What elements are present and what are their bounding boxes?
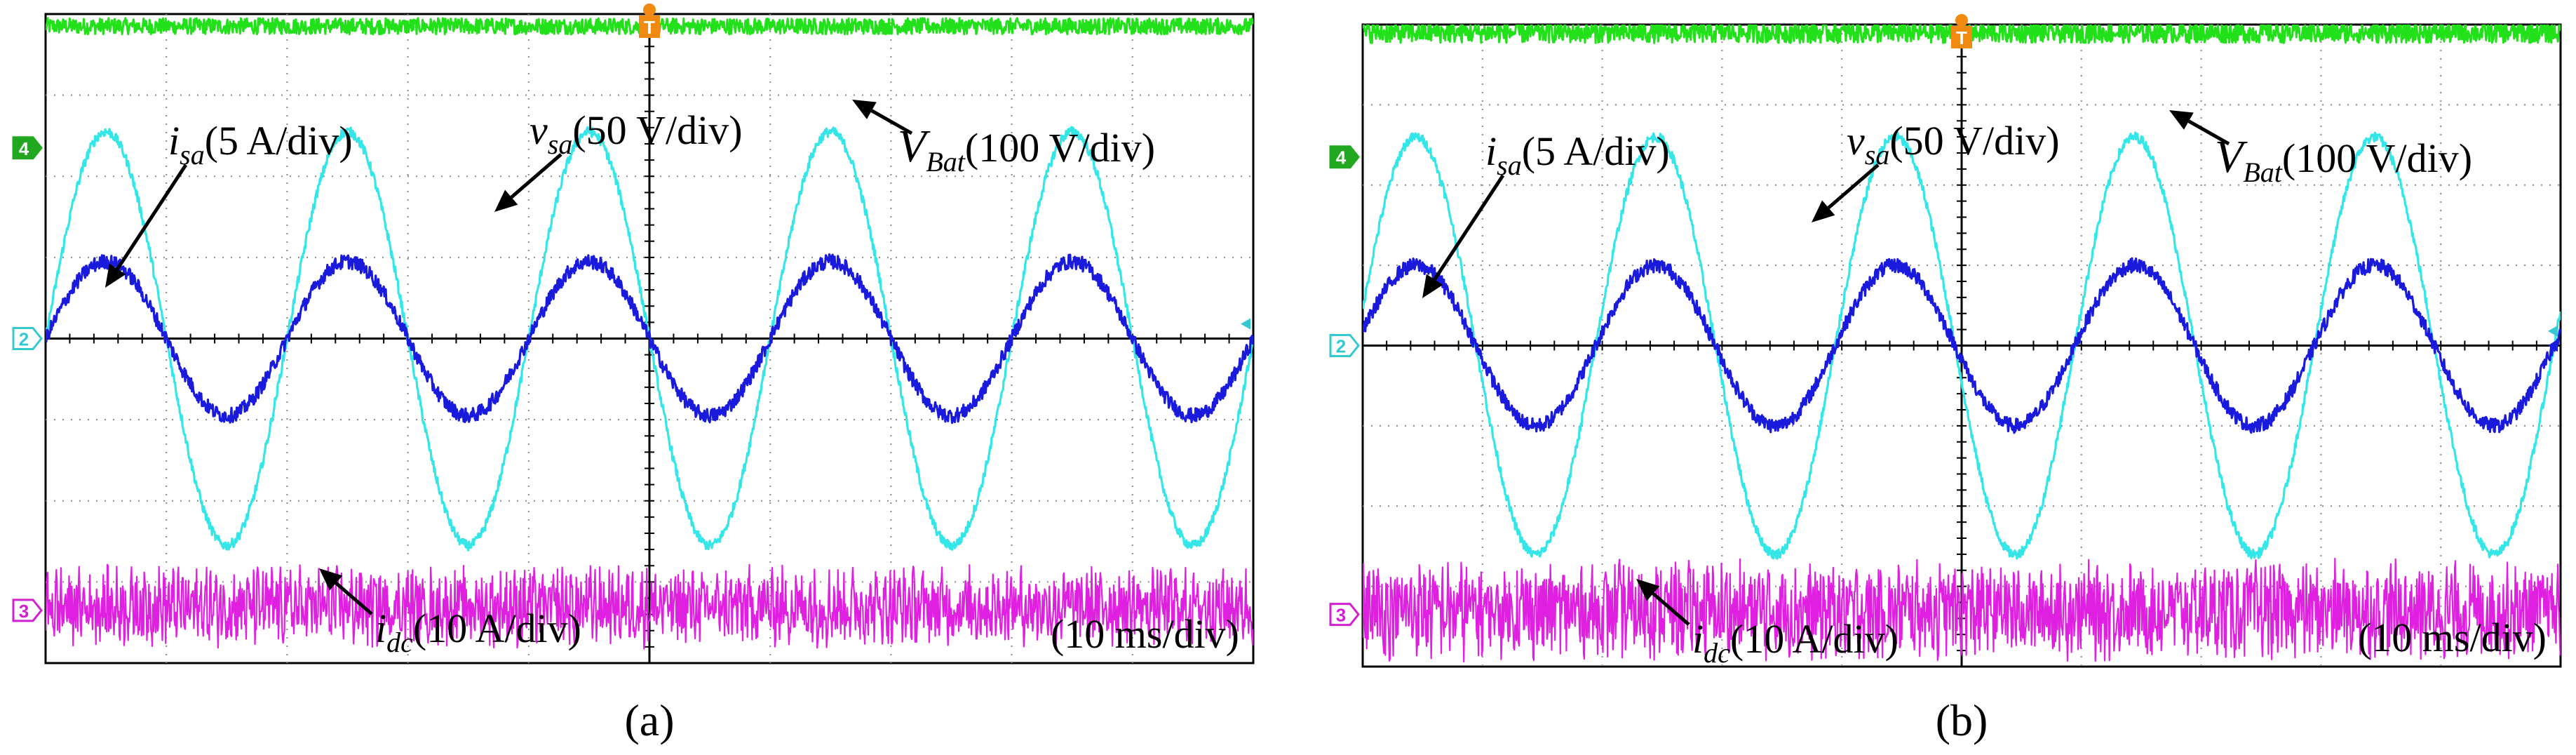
annotation-arrow-shaft xyxy=(116,163,188,270)
time-scale-label: (10 ms/div) xyxy=(2358,615,2547,660)
channel-marker-4: 4 xyxy=(12,136,43,160)
axis-ticks xyxy=(1362,24,2561,667)
channel-marker-shape xyxy=(1329,334,1360,357)
channel-marker-2: 2 xyxy=(12,327,43,350)
annotation-arrow-head xyxy=(105,263,126,288)
label-v-bat: VBat(100 V/div) xyxy=(852,100,1155,178)
annotation-arrow-head xyxy=(2169,110,2194,130)
channel-marker-2: 2 xyxy=(1329,334,1360,357)
annotation-arrow-head xyxy=(319,568,343,591)
annotation-arrow-shaft xyxy=(1433,174,1505,281)
series-subscript: Bat xyxy=(2243,156,2282,188)
channel-marker-label: 3 xyxy=(19,601,29,622)
channel-marker-3: 3 xyxy=(12,599,43,622)
annotation-arrow-shaft xyxy=(2187,119,2230,146)
channel-marker-shape xyxy=(12,136,43,160)
channel-marker-label: 4 xyxy=(19,138,29,159)
series-subscript: Bat xyxy=(926,146,965,178)
channel-marker-label: 2 xyxy=(19,329,29,350)
trigger-dot xyxy=(643,4,656,16)
trigger-label: T xyxy=(1956,27,1967,48)
channel-marker-shape xyxy=(1329,145,1360,169)
series-label: VBat(100 V/div) xyxy=(898,121,1155,178)
series-scale: (5 A/div) xyxy=(1522,128,1670,174)
arrow-icon xyxy=(1241,318,1250,330)
annotation-arrow-head xyxy=(852,100,877,119)
label-v-bat: VBat(100 V/div) xyxy=(2169,110,2472,188)
series-scale: (10 A/div) xyxy=(413,606,581,651)
series-label: vsa(50 V/div) xyxy=(530,107,743,160)
channel-marker-label: 4 xyxy=(1336,147,1347,168)
channel-marker-label: 2 xyxy=(1336,336,1346,357)
trace-i-sa xyxy=(46,253,1253,425)
series-scale: (100 V/div) xyxy=(2282,135,2472,181)
trigger-marker: T xyxy=(639,4,660,38)
trigger-box xyxy=(1951,26,1972,48)
annotation-arrow-head xyxy=(494,189,518,212)
series-symbol: i xyxy=(168,118,180,163)
label-i-dc: idc(10 A/div) xyxy=(319,568,581,658)
annotation-arrow-shaft xyxy=(510,153,562,199)
series-label: isa(5 A/div) xyxy=(1485,128,1670,181)
series-symbol: i xyxy=(1485,128,1497,174)
channel-marker-shape xyxy=(12,327,43,350)
series-label: vsa(50 V/div) xyxy=(1847,118,2060,171)
trigger-marker: T xyxy=(1951,14,1972,48)
annotation-arrow-head xyxy=(1636,579,1660,601)
trace-i-sa xyxy=(1363,257,2561,434)
panel-label-b: (b) xyxy=(1936,695,1988,745)
label-i-sa: isa(5 A/div) xyxy=(105,118,353,288)
channel-marker-label: 3 xyxy=(1336,605,1346,626)
channel-marker-4: 4 xyxy=(1329,145,1360,169)
series-scale: (5 A/div) xyxy=(205,118,353,163)
series-label: idc(10 A/div) xyxy=(375,606,581,658)
trace-v-sa xyxy=(1363,131,2561,560)
series-label: VBat(100 V/div) xyxy=(2215,131,2472,188)
trigger-label: T xyxy=(644,17,655,38)
series-symbol: i xyxy=(375,606,386,651)
series-scale: (10 A/div) xyxy=(1730,616,1899,662)
label-i-dc: idc(10 A/div) xyxy=(1636,579,1899,669)
label-v-sa: vsa(50 V/div) xyxy=(494,107,743,212)
annotation-arrow-shaft xyxy=(1827,163,1880,209)
annotation-arrow-head xyxy=(1422,274,1443,298)
channel-marker-shape xyxy=(12,599,43,622)
series-scale: (50 V/div) xyxy=(572,107,742,153)
arrow-icon xyxy=(2548,325,2558,337)
series-scale: (50 V/div) xyxy=(1889,118,2059,163)
trace-i-dc xyxy=(46,563,1253,650)
annotation-arrow-shaft xyxy=(335,582,373,615)
series-label: idc(10 A/div) xyxy=(1692,616,1899,669)
annotation-arrow-shaft xyxy=(870,109,913,135)
time-scale-label: (10 ms/div) xyxy=(1051,611,1239,657)
series-subscript: dc xyxy=(1704,637,1730,669)
trigger-dot xyxy=(1955,14,1968,27)
channel-marker-shape xyxy=(1329,603,1360,627)
trigger-box xyxy=(639,15,660,38)
annotation-arrow-head xyxy=(1812,200,1835,222)
series-symbol: v xyxy=(530,107,548,153)
series-symbol: v xyxy=(1847,118,1865,163)
series-scale: (100 V/div) xyxy=(965,125,1155,171)
trace-i-dc xyxy=(1363,557,2561,663)
series-label: isa(5 A/div) xyxy=(168,118,353,171)
arrow-icon xyxy=(2548,339,2558,352)
panel-label-a: (a) xyxy=(624,695,674,745)
channel-marker-3: 3 xyxy=(1329,603,1360,627)
series-symbol: i xyxy=(1692,616,1704,662)
annotation-arrow-shaft xyxy=(1652,592,1690,626)
axis-ticks xyxy=(45,13,1254,664)
label-i-sa: isa(5 A/div) xyxy=(1422,128,1670,298)
label-v-sa: vsa(50 V/div) xyxy=(1812,118,2060,222)
series-subscript: dc xyxy=(386,627,413,658)
